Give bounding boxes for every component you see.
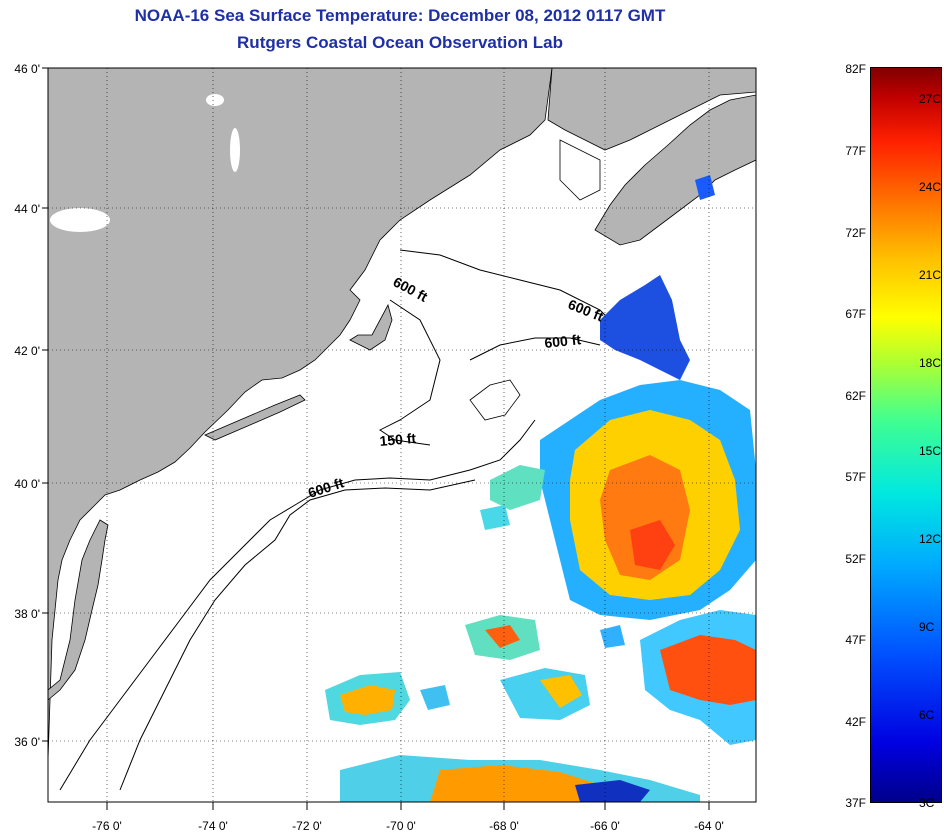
latitude-label: 36 0' [14,735,40,749]
colorbar-label-f: 62F [845,389,866,403]
sst-patch-hot [485,625,520,648]
latitude-label: 38 0' [14,607,40,621]
colorbar-label-c: 24C [919,180,942,194]
land-delmarva [48,519,109,701]
land-cape-cod [349,303,393,351]
sst-patch-cold [600,275,690,380]
longitude-label: -74 0' [198,819,228,833]
colorbar-label-f: 57F [845,470,866,484]
isobath-label: 600 ft [544,331,582,351]
temperature-colorbar [870,67,942,803]
isobath-contour [119,479,476,791]
sst-patch-hot [660,635,756,705]
colorbar-label-c: 12C [919,532,942,546]
colorbar-label-f: 37F [845,796,866,810]
latitude-label: 42 0' [14,344,40,358]
colorbar-label-c: 18C [919,356,942,370]
lake [230,128,240,172]
colorbar-label-c: 15C [919,444,942,458]
figure-subtitle: Rutgers Coastal Ocean Observation Lab [237,33,563,52]
land-long-island [204,394,306,441]
sst-patch-warm [340,685,395,715]
colorbar-label-f: 67F [845,307,866,321]
sst-patch-mixed [600,625,625,648]
longitude-label: -64 0' [694,819,724,833]
isobath-contour [379,299,441,446]
longitude-label: -68 0' [489,819,519,833]
colorbar-label-f: 82F [845,62,866,76]
longitude-label: -72 0' [292,819,322,833]
isobath-contour [469,379,521,421]
colorbar-label-c: 3C [919,796,935,810]
sst-patch-cold [575,780,650,802]
sst-patch-warm [540,675,582,708]
colorbar-label-f: 77F [845,144,866,158]
latitude-label: 46 0' [14,62,40,76]
isobath-contour [469,337,601,361]
isobath-contour [59,419,536,791]
longitude-label: -70 0' [386,819,416,833]
colorbar-label-c: 9C [919,620,935,634]
colorbar-label-f: 47F [845,633,866,647]
sst-patch-cold [695,175,715,200]
latitude-label: 40 0' [14,477,40,491]
axis-ticks [42,67,710,810]
latitude-label: 44 0' [14,202,40,216]
longitude-label: -76 0' [92,819,122,833]
sst-data-layer [325,175,756,802]
longitude-label: -66 0' [590,819,620,833]
sst-patch-mixed [480,505,510,530]
land-us-mainland [48,68,553,761]
sst-patch-mixed [420,685,450,710]
lake [50,208,110,232]
colorbar-label-c: 6C [919,708,935,722]
colorbar-label-f: 52F [845,552,866,566]
map-frame [47,67,757,803]
lake [206,94,224,106]
isobath-label: 150 ft [379,430,417,449]
figure-title: NOAA-16 Sea Surface Temperature: Decembe… [134,6,666,25]
colorbar-label-c: 27C [919,92,942,106]
colorbar-label-f: 42F [845,715,866,729]
colorbar-label-f: 72F [845,226,866,240]
isobath-contour [559,139,601,201]
land-nova-scotia [594,94,756,246]
colorbar-label-c: 21C [919,268,942,282]
sst-patch-warm [430,765,610,802]
land-new-brunswick [547,68,756,151]
sst-patch-hot [630,520,675,570]
isobath-contour [399,249,621,331]
